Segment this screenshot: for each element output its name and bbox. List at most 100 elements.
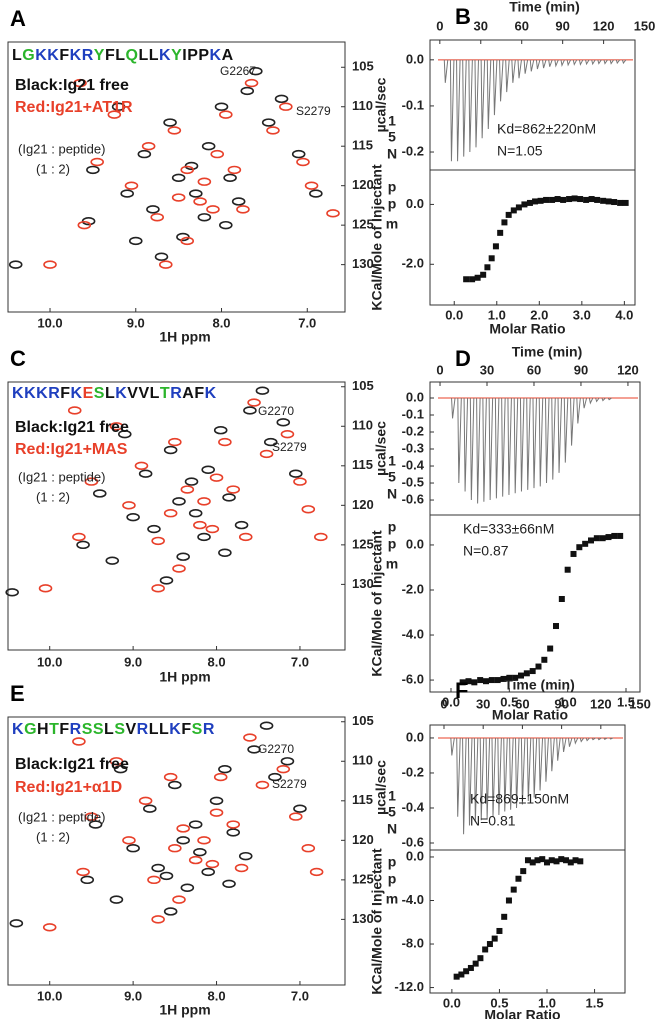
- y-tick-label: 110: [352, 418, 373, 433]
- injection-peak: [538, 737, 544, 791]
- y-tick-label: -2.0: [402, 256, 424, 271]
- data-point: [599, 535, 606, 542]
- data-point: [510, 207, 517, 214]
- peak: [105, 556, 120, 565]
- y-axis-label: KCal/Mole of Injectant: [369, 530, 385, 677]
- injection-peak: [462, 737, 467, 835]
- sequence-residue: K: [71, 385, 83, 402]
- data-point: [622, 199, 629, 206]
- data-point: [523, 670, 530, 677]
- y-tick-label: 120: [352, 497, 374, 512]
- peak: [255, 386, 270, 395]
- peak: [309, 189, 323, 198]
- peak: [304, 181, 319, 190]
- peak: [206, 205, 220, 214]
- lower-frame: [429, 514, 641, 693]
- injection-peak: [526, 737, 532, 801]
- isotherm: [459, 532, 624, 686]
- sequence-residue: T: [160, 385, 170, 402]
- data-point: [558, 595, 565, 602]
- data-point: [611, 532, 618, 539]
- injection-peak: [591, 737, 596, 741]
- peak: [109, 422, 124, 431]
- injection-peak: [473, 737, 479, 823]
- data-point: [553, 858, 560, 865]
- sequence-residue: R: [203, 721, 215, 738]
- injection-peak: [451, 397, 456, 419]
- peak-assignment: S2279: [272, 440, 307, 454]
- injection-peak: [488, 397, 494, 501]
- peak: [197, 213, 212, 222]
- data-point: [564, 566, 571, 573]
- y-tick-label: 120: [352, 177, 374, 192]
- peak: [301, 505, 316, 514]
- data-point: [529, 859, 536, 866]
- injection-peak: [562, 737, 567, 753]
- x-tick-label: 7.0: [291, 988, 309, 1003]
- legend-entry: Red:Ig21+α1D: [15, 779, 122, 796]
- peak-assignment: G2270: [258, 404, 294, 418]
- y-tick-label: 0.0: [406, 51, 424, 66]
- peak: [188, 820, 203, 829]
- peak: [122, 501, 136, 510]
- x-axis-label: 1H ppm: [159, 329, 210, 345]
- peak: [197, 836, 211, 845]
- data-point: [465, 678, 472, 685]
- sequence-residue: F: [194, 385, 204, 402]
- y-tick-label: 125: [352, 217, 374, 232]
- data-point: [472, 960, 479, 967]
- injection-peak: [497, 737, 502, 816]
- y-tick-label: -2.0: [402, 581, 424, 596]
- y-tick-label: -12.0: [394, 979, 424, 994]
- y-tick-label: -0.2: [402, 423, 424, 438]
- peak: [171, 193, 186, 202]
- data-point: [506, 674, 513, 681]
- sequence-residue: S: [82, 721, 93, 738]
- peak: [126, 844, 140, 853]
- data-point: [526, 199, 533, 206]
- y-tick-label: -0.4: [402, 799, 425, 814]
- injection-peak: [501, 397, 506, 497]
- data-point: [539, 856, 546, 863]
- injection-peak: [551, 397, 556, 480]
- peak: [126, 512, 140, 522]
- y-axis-label: m: [386, 556, 398, 572]
- data-point: [463, 276, 470, 283]
- time-axis-label: Time (min): [512, 344, 583, 360]
- time-tick-label: 30: [474, 18, 488, 33]
- sequence-residue: A: [222, 47, 234, 64]
- peak: [259, 721, 274, 730]
- injection-peak: [595, 397, 600, 403]
- y-axis-label: p: [388, 196, 397, 212]
- y-axis-label: 1: [388, 453, 396, 469]
- data-point: [577, 196, 584, 203]
- x-tick-label: 8.0: [212, 315, 230, 330]
- data-point: [570, 550, 577, 557]
- y-tick-label: -0.3: [402, 440, 424, 455]
- n-annotation: N=0.87: [463, 543, 509, 559]
- injection-peak: [491, 737, 496, 817]
- data-point: [560, 196, 567, 203]
- injection-peak: [517, 59, 522, 79]
- panel-label: D: [455, 346, 471, 371]
- injection-peak: [607, 397, 612, 401]
- x-tick-label: 7.0: [291, 654, 309, 669]
- peak: [151, 863, 165, 873]
- injection-peak: [609, 59, 615, 65]
- y-tick-label: 0.0: [406, 389, 424, 404]
- peak: [72, 532, 86, 542]
- sequence-residue: K: [169, 721, 181, 738]
- sequence-residue: K: [35, 47, 47, 64]
- y-axis-label: µcal/sec: [373, 77, 389, 132]
- ratio-label: (Ig21 : peptide): [18, 809, 105, 824]
- peak: [107, 110, 122, 119]
- peak: [111, 102, 126, 111]
- n-annotation: N=1.05: [497, 143, 543, 159]
- data-point: [482, 946, 489, 953]
- injection-peak: [492, 59, 498, 116]
- y-tick-label: 120: [352, 832, 374, 847]
- x-tick-label: 10.0: [37, 988, 62, 1003]
- data-point: [617, 532, 624, 539]
- sequence-residue: F: [59, 721, 69, 738]
- data-point: [500, 675, 507, 682]
